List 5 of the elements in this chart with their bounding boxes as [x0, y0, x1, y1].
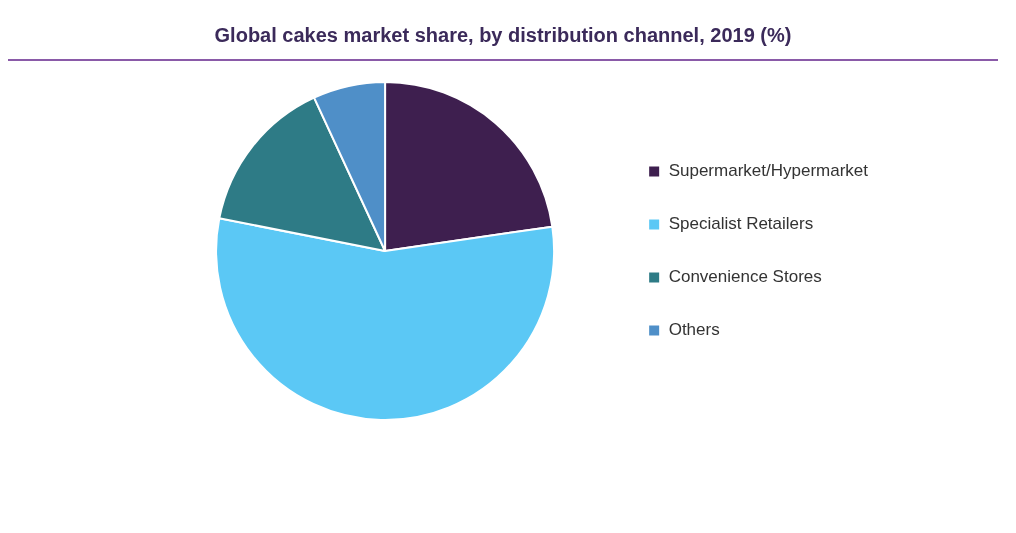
legend-label: Convenience Stores [668, 267, 822, 287]
chart-title: Global cakes market share, by distribution channel, 2019 (%) [8, 8, 998, 61]
legend-label: Specialist Retailers [668, 214, 814, 234]
legend-label: Supermarket/Hypermarket [668, 161, 869, 181]
legend-label: Others [668, 320, 720, 340]
